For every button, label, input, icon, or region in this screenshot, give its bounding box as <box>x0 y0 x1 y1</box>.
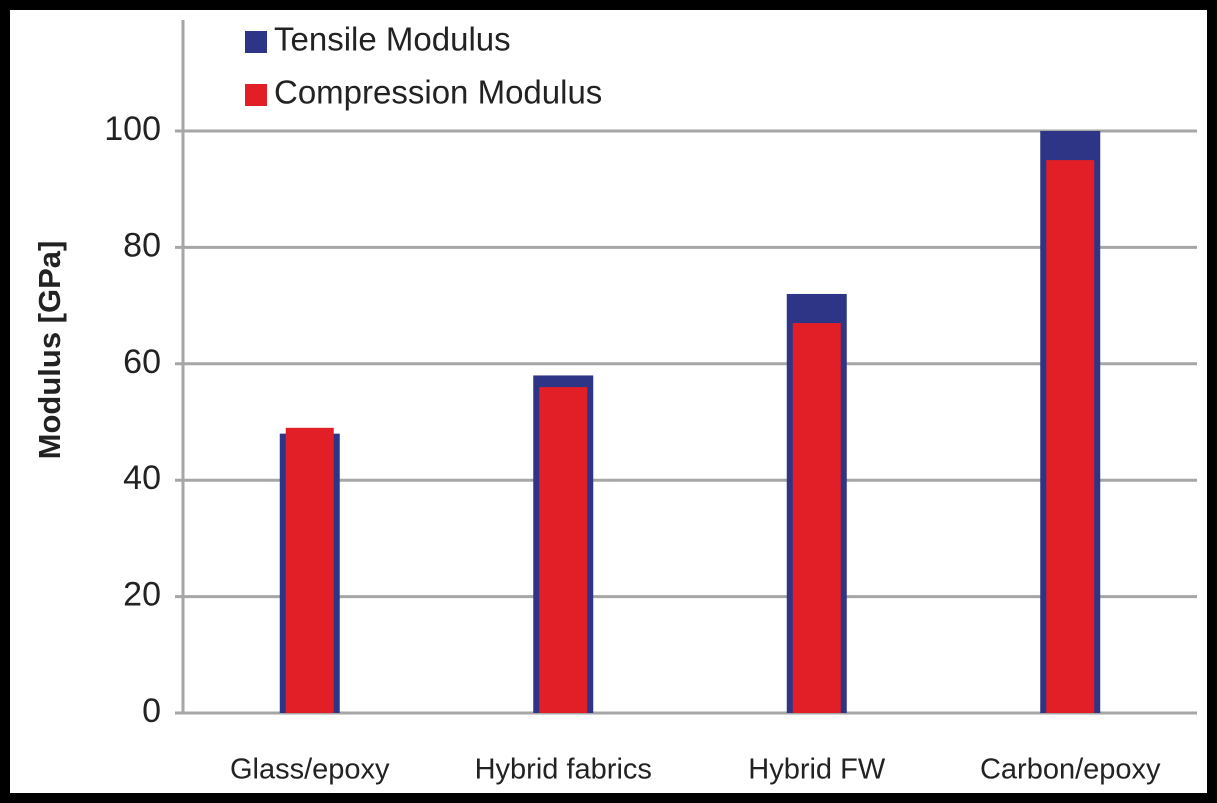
bar <box>285 427 334 713</box>
y-axis-label: Modulus [GPa] <box>32 241 67 460</box>
legend-label: Tensile Modulus <box>274 21 511 58</box>
legend-label: Compression Modulus <box>274 74 602 111</box>
x-tick-label: Carbon/epoxy <box>980 754 1161 786</box>
y-tick-label: 80 <box>123 226 161 264</box>
bar <box>1046 160 1095 714</box>
x-tick-label: Hybrid fabrics <box>475 754 652 786</box>
legend-swatch <box>245 31 267 53</box>
y-tick-label: 100 <box>104 110 161 148</box>
y-tick-label: 60 <box>123 343 161 381</box>
y-tick-label: 40 <box>123 459 161 497</box>
legend-swatch <box>245 84 267 106</box>
y-tick-label: 20 <box>123 576 161 614</box>
x-tick-label: Glass/epoxy <box>230 754 390 786</box>
bar <box>539 387 588 713</box>
y-tick-label: 0 <box>142 692 161 730</box>
x-tick-label: Hybrid FW <box>748 754 886 786</box>
bar <box>792 323 841 713</box>
